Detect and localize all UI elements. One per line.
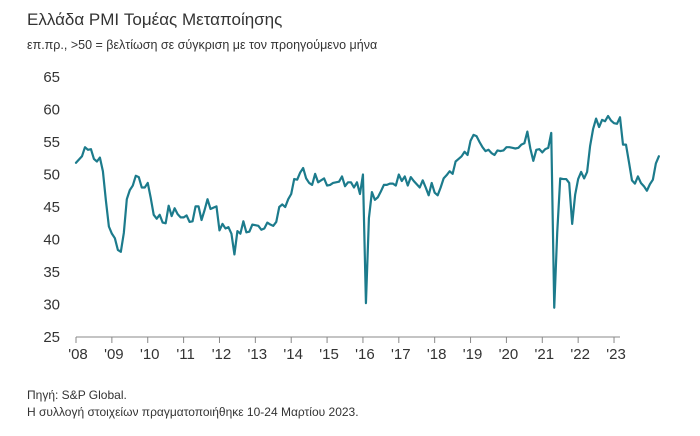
- y-tick-label: 65: [43, 69, 60, 86]
- x-tick-label: '21: [535, 346, 555, 363]
- collection-note: Η συλλογή στοιχείων πραγματοποιήθηκε 10-…: [27, 405, 359, 419]
- footnotes: Πηγή: S&P Global. Η συλλογή στοιχείων πρ…: [27, 387, 359, 421]
- source-note: Πηγή: S&P Global.: [27, 388, 127, 402]
- pmi-series-line: [74, 114, 660, 309]
- x-tick-label: '23: [606, 346, 626, 363]
- x-tick-label: '16: [355, 346, 375, 363]
- x-tick-label: '13: [248, 346, 268, 363]
- y-tick-label: 50: [43, 167, 60, 184]
- x-tick-label: '19: [463, 346, 483, 363]
- x-tick-label: '18: [427, 346, 447, 363]
- y-tick-label: 45: [43, 199, 60, 216]
- x-tick-label: '09: [104, 346, 124, 363]
- y-tick-label: 60: [43, 102, 60, 119]
- x-tick-label: '08: [68, 346, 88, 363]
- x-tick-label: '14: [283, 346, 303, 363]
- chart-title: Ελλάδα PMI Τομέας Μεταποίησης: [27, 10, 283, 29]
- y-tick-label: 25: [43, 329, 60, 346]
- series-group: [74, 114, 660, 309]
- y-tick-label: 55: [43, 134, 60, 151]
- chart-subtitle: επ.πρ., >50 = βελτίωση σε σύγκριση με το…: [27, 38, 378, 52]
- x-tick-label: '20: [499, 346, 519, 363]
- y-tick-label: 35: [43, 264, 60, 281]
- x-tick-label: '11: [176, 346, 194, 363]
- x-axis: '08 '09 '10 '11 '12 '13 '14 '15 '16 '17 '18 '19 '20 '…: [68, 336, 626, 363]
- y-tick-label: 30: [43, 297, 60, 314]
- y-tick-label: 40: [43, 232, 60, 249]
- y-axis: 25 30 35 40 45 50 55 60 65: [43, 69, 60, 346]
- x-tick-label: '10: [140, 346, 160, 363]
- x-tick-label: '17: [391, 346, 411, 363]
- x-tick-label: '12: [212, 346, 232, 363]
- x-tick-label: '15: [319, 346, 339, 363]
- x-tick-label: '22: [570, 346, 590, 363]
- line-chart: 25 30 35 40 45 50 55 60 65 '08 '09 '10 '11 '12 '13 '14…: [43, 69, 660, 363]
